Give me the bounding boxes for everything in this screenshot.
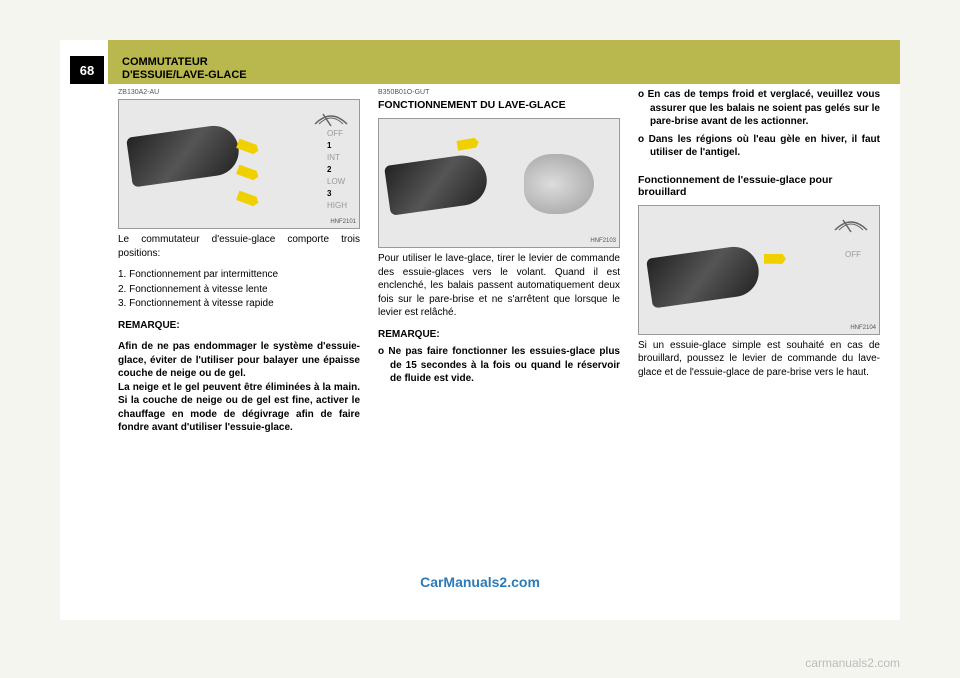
- list-item: 2. Fonctionnement à vitesse lente: [118, 283, 360, 297]
- figure-wiper-switch: OFF 1 INT 2 LOW 3 HIGH HNF2101: [118, 99, 360, 229]
- stalk-graphic: [126, 123, 242, 188]
- label-low: LOW: [327, 176, 347, 188]
- remark-title: REMARQUE:: [378, 328, 620, 342]
- list-item: 1. Fonctionnement par intermittence: [118, 268, 360, 282]
- switch-position-labels: OFF 1 INT 2 LOW 3 HIGH: [327, 128, 347, 212]
- manual-page: 1 CARACTÉRISTIQUES DE VOTRE HYUNDAI 68 C…: [60, 40, 900, 620]
- figure-code: HNF2104: [850, 324, 876, 332]
- section-title: COMMUTATEUR D'ESSUIE/LAVE-GLACE: [122, 56, 247, 82]
- label-int: INT: [327, 152, 347, 164]
- body-text: Si un essuie-glace simple est souhaité e…: [638, 339, 880, 380]
- section-title-line1: COMMUTATEUR: [122, 56, 208, 68]
- figure-code: HNF2101: [330, 218, 356, 226]
- stalk-graphic: [384, 152, 490, 215]
- label-off: OFF: [327, 128, 347, 140]
- footer-source: carmanuals2.com: [805, 656, 900, 670]
- remark-title: REMARQUE:: [118, 319, 360, 333]
- list-item: 3. Fonctionnement à vitesse rapide: [118, 297, 360, 311]
- wiper-icon: [313, 106, 349, 128]
- label-2: 2: [327, 164, 347, 176]
- label-high: HIGH: [327, 200, 347, 212]
- bullet-item: o En cas de temps froid et verglacé, veu…: [638, 88, 880, 129]
- reference-code: ZB130A2-AU: [118, 88, 360, 97]
- arrow-icon: [456, 137, 479, 151]
- arrow-icon: [236, 139, 260, 156]
- label-off: OFF: [845, 250, 861, 261]
- remark-body: Afin de ne pas endommager le système d'e…: [118, 340, 360, 435]
- wiper-icon: [833, 212, 869, 234]
- label-1: 1: [327, 140, 347, 152]
- bullet-item: o Ne pas faire fonctionner les essuies-g…: [378, 345, 620, 386]
- subsection-title: Fonctionnement de l'essuie-glace pour br…: [638, 174, 880, 199]
- column-1: ZB130A2-AU OFF 1 INT 2 LOW 3: [118, 88, 360, 600]
- arrow-icon: [236, 165, 260, 182]
- column-2: B350B01O-GUT FONCTIONNEMENT DU LAVE-GLAC…: [378, 88, 620, 600]
- reference-code: B350B01O-GUT: [378, 88, 620, 97]
- columns-container: ZB130A2-AU OFF 1 INT 2 LOW 3: [118, 88, 880, 600]
- bullet-item: o Dans les régions où l'eau gèle en hive…: [638, 133, 880, 160]
- watermark-text: CarManuals2.com: [60, 574, 900, 590]
- hand-graphic: [524, 154, 594, 214]
- figure-washer-operation: HNF2103: [378, 118, 620, 248]
- body-text: Pour utiliser le lave-glace, tirer le le…: [378, 252, 620, 320]
- figure-code: HNF2103: [590, 237, 616, 245]
- column-3: o En cas de temps froid et verglacé, veu…: [638, 88, 880, 600]
- subsection-title: FONCTIONNEMENT DU LAVE-GLACE: [378, 99, 620, 112]
- page-number: 68: [70, 56, 104, 84]
- label-3: 3: [327, 188, 347, 200]
- arrow-icon: [236, 191, 260, 208]
- section-title-line2: D'ESSUIE/LAVE-GLACE: [122, 69, 247, 81]
- arrow-icon: [764, 254, 786, 264]
- figure-mist-wiper: OFF HNF2104: [638, 205, 880, 335]
- intro-text: Le commutateur d'essuie-glace comporte t…: [118, 233, 360, 260]
- stalk-graphic: [646, 243, 762, 308]
